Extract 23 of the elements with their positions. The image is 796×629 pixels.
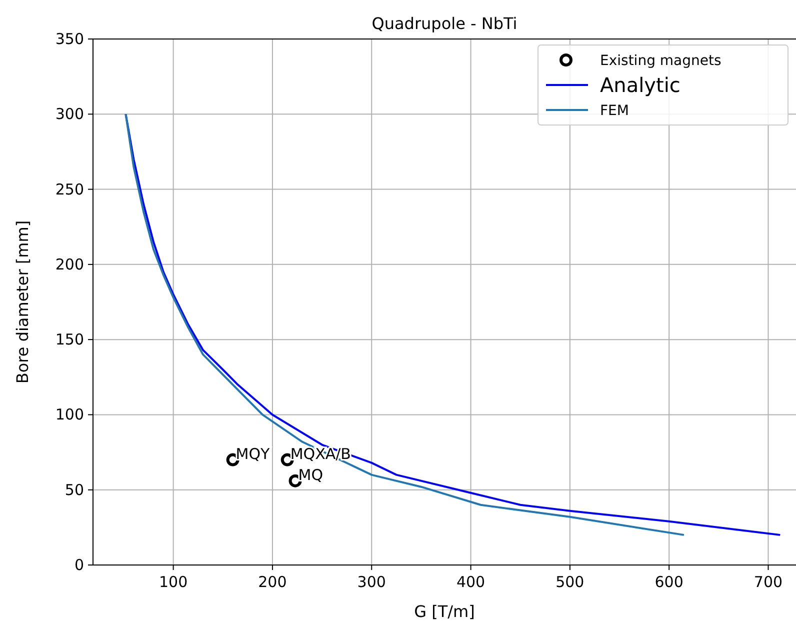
legend-label: FEM <box>600 103 629 120</box>
x-tick-label: 500 <box>556 573 584 591</box>
legend-label: Analytic <box>600 73 680 98</box>
y-axis-title: Bore diameter [mm] <box>13 220 32 384</box>
x-tick-label: 200 <box>258 573 287 591</box>
y-tick-label: 150 <box>55 330 84 349</box>
x-tick-label: 600 <box>654 573 684 591</box>
x-tick-label: 300 <box>357 573 386 591</box>
y-tick-label: 300 <box>55 105 84 124</box>
x-tick-label: 700 <box>754 573 783 591</box>
y-tick-label: 200 <box>55 255 84 274</box>
annotation: MQ <box>298 466 324 484</box>
y-tick-label: 50 <box>64 480 84 499</box>
annotation: MQY <box>236 444 271 463</box>
y-tick-label: 250 <box>55 180 84 198</box>
x-tick-label: 400 <box>456 573 486 591</box>
x-axis-title: G [T/m] <box>414 602 475 621</box>
y-tick-label: 100 <box>55 406 84 424</box>
legend-label: Existing magnets <box>600 53 722 70</box>
chart-title: Quadrupole - NbTi <box>372 14 518 33</box>
y-tick-label: 0 <box>74 556 84 574</box>
y-tick-label: 350 <box>55 30 84 48</box>
x-tick-label: 100 <box>158 573 188 591</box>
